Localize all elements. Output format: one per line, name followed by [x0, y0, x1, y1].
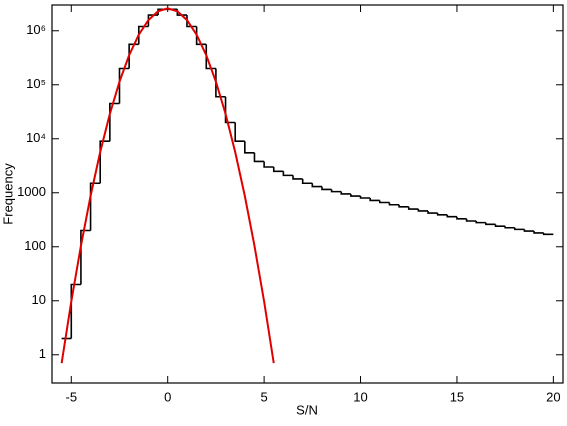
histogram-step [436, 213, 448, 216]
histogram-step [350, 193, 361, 197]
histogram-step [80, 229, 91, 285]
histogram-step [128, 43, 139, 69]
histogram-step [330, 189, 342, 193]
x-tick-label: 20 [546, 389, 560, 404]
histogram-step [456, 216, 467, 220]
fit-curve [60, 7, 275, 364]
x-tick-label: 0 [164, 389, 171, 404]
histogram-step [513, 227, 525, 231]
histogram-step [311, 183, 322, 188]
histogram-step [253, 152, 265, 163]
histogram-step [215, 68, 226, 98]
histogram-step [407, 206, 419, 210]
y-tick-label: 1 [39, 346, 46, 361]
histogram-step [485, 222, 496, 226]
histogram-step [272, 167, 284, 173]
x-axis-title: S/N [296, 402, 318, 417]
histogram-step [292, 175, 303, 180]
x-tick-label: -5 [66, 389, 78, 404]
histogram-step [542, 232, 554, 236]
histogram-step [446, 214, 457, 218]
histogram-step [195, 26, 207, 46]
histogram-step [89, 182, 101, 231]
histogram-step [321, 186, 332, 191]
x-tick-label: 10 [353, 389, 367, 404]
histogram-step [504, 226, 515, 229]
histogram-step [398, 204, 409, 208]
histogram-step [224, 96, 236, 124]
histogram-step [369, 197, 380, 202]
histogram-step [282, 171, 294, 177]
histogram-step [379, 200, 390, 204]
x-tick-label: 15 [450, 389, 464, 404]
x-tick-label: 5 [260, 389, 267, 404]
histogram-step [118, 67, 130, 104]
histogram-step [244, 141, 255, 154]
histogram-step [523, 229, 535, 232]
y-tick-label: 10⁴ [26, 130, 46, 145]
plot-frame [51, 4, 564, 384]
histogram-step [533, 231, 544, 234]
y-axis-title: Frequency [0, 163, 15, 225]
y-tick-label: 100 [24, 238, 46, 253]
histogram-step [70, 283, 81, 339]
histogram-step [99, 140, 110, 184]
histogram-step [234, 122, 245, 143]
histogram-step [465, 218, 477, 222]
histogram-step [417, 209, 429, 212]
histogram-step [109, 102, 120, 142]
histogram-step [475, 221, 486, 224]
y-tick-label: 1000 [17, 184, 46, 199]
y-tick-label: 10⁶ [26, 22, 46, 37]
histogram-step [388, 202, 400, 206]
histogram-step [263, 161, 274, 168]
histogram-step [359, 196, 371, 199]
y-tick-label: 10⁵ [26, 76, 46, 91]
histogram-step [205, 44, 216, 70]
histogram-step [340, 191, 351, 195]
histogram-step [494, 224, 506, 228]
y-tick-label: 10 [32, 292, 46, 307]
histogram-step [427, 210, 438, 214]
histogram-step [301, 178, 313, 185]
